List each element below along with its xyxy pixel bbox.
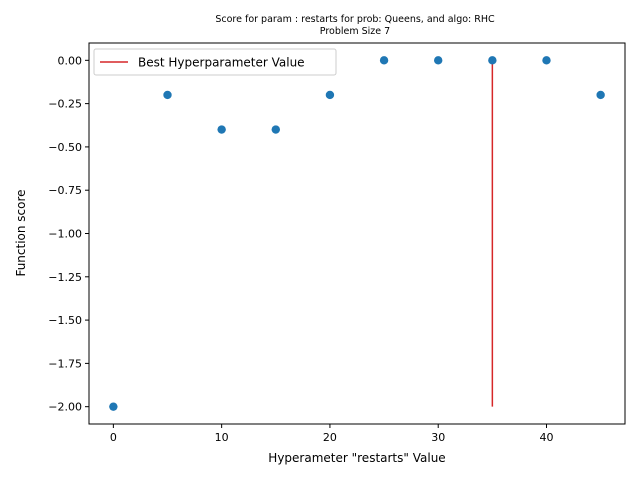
x-tick-label: 30 (431, 431, 445, 444)
y-axis-label: Function score (14, 189, 28, 276)
y-tick-label: −1.75 (48, 357, 82, 370)
chart-title: Score for param : restarts for prob: Que… (215, 14, 495, 25)
axis-ticks: 0 10 20 30 40 0.00 −0.25 −0.50 −0.75 −1.00 −1.25 −1… (48, 54, 553, 444)
x-tick-label: 10 (215, 431, 229, 444)
data-point (488, 56, 497, 65)
y-tick-label: −1.25 (48, 271, 82, 284)
data-point (325, 90, 335, 100)
chart-subtitle: Problem Size 7 (320, 26, 390, 37)
data-marks (109, 56, 605, 411)
legend: Best Hyperparameter Value (93, 48, 337, 76)
y-tick-label: −0.25 (48, 98, 82, 111)
y-tick-label: −2.00 (48, 401, 82, 414)
data-point (596, 90, 605, 100)
x-tick-label: 0 (110, 431, 117, 444)
plot-frame (88, 42, 626, 425)
data-point (163, 90, 172, 100)
data-point (271, 125, 280, 134)
data-point (217, 125, 226, 134)
legend-box (93, 48, 337, 76)
data-point (434, 56, 443, 65)
x-axis-label: Hyperameter "restarts" Value (268, 451, 445, 465)
x-tick-label: 40 (539, 431, 553, 444)
data-point (542, 56, 551, 65)
y-tick-label: 0.00 (58, 54, 83, 67)
legend-label: Best Hyperparameter Value (138, 56, 305, 70)
x-tick-label: 20 (323, 431, 337, 444)
y-tick-label: −0.75 (48, 184, 82, 197)
data-point (379, 56, 389, 65)
y-tick-label: −0.50 (48, 141, 82, 154)
y-tick-label: −1.00 (48, 228, 82, 241)
y-tick-label: −1.50 (48, 314, 82, 327)
data-point (109, 402, 118, 411)
